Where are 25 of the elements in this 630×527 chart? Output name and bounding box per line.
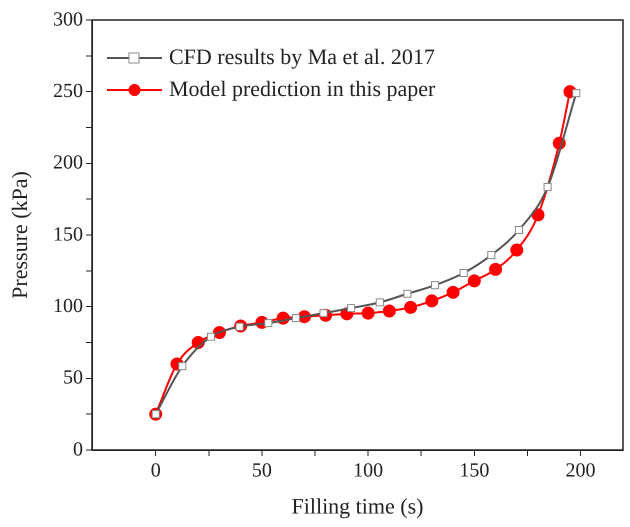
point bbox=[425, 294, 438, 308]
x-tick-label: 100 bbox=[353, 459, 384, 482]
y-tick-label: 0 bbox=[73, 438, 83, 460]
point bbox=[532, 208, 545, 222]
point bbox=[446, 286, 460, 299]
y-tick-label: 50 bbox=[63, 366, 83, 389]
point bbox=[382, 304, 396, 318]
point bbox=[468, 274, 481, 288]
legend-label: CFD results by Ma et al. 2017 bbox=[169, 44, 435, 69]
x-tick-label: 0 bbox=[150, 459, 161, 482]
y-tick-label: 100 bbox=[53, 294, 83, 317]
x-tick-label: 200 bbox=[566, 459, 596, 482]
point bbox=[404, 300, 418, 314]
x-axis-title: Filling time (s) bbox=[292, 494, 424, 519]
y-tick-label: 150 bbox=[53, 223, 83, 246]
legend-label: Model prediction in this paper bbox=[169, 76, 436, 101]
y-axis-title: Pressure (kPa) bbox=[6, 171, 32, 299]
point bbox=[489, 262, 502, 276]
y-tick-label: 250 bbox=[53, 80, 83, 102]
x-tick-label: 50 bbox=[252, 459, 272, 482]
point bbox=[362, 306, 375, 320]
x-tick-label: 150 bbox=[459, 459, 490, 482]
y-tick-label: 300 bbox=[53, 8, 83, 30]
point bbox=[510, 244, 524, 257]
y-tick-label: 200 bbox=[53, 152, 83, 174]
